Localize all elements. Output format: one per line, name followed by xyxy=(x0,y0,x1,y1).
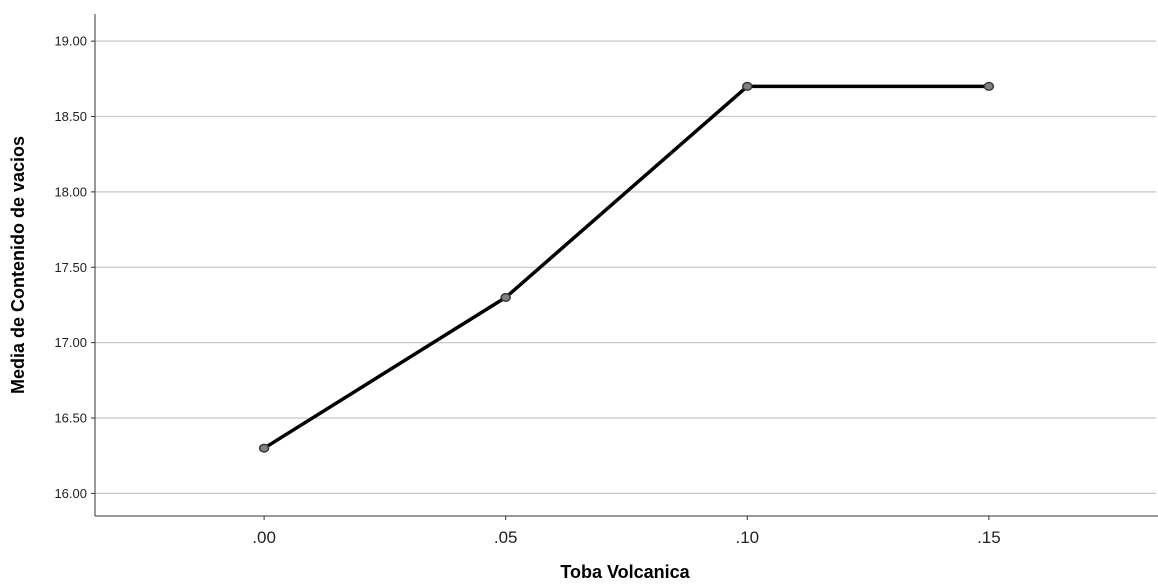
x-axis-title: Toba Volcanica xyxy=(560,562,690,582)
grid-layer xyxy=(95,40,1156,494)
data-point xyxy=(983,81,995,91)
y-tick-label: 17.50 xyxy=(54,260,87,275)
x-tick-label: .15 xyxy=(977,528,1001,547)
point-layer xyxy=(258,81,995,453)
y-tick-label: 18.00 xyxy=(54,184,87,199)
y-tick-label: 17.00 xyxy=(54,335,87,350)
y-tick-label: 16.50 xyxy=(54,411,87,426)
y-tick-label: 16.00 xyxy=(54,486,87,501)
y-tick-label: 19.00 xyxy=(54,34,87,49)
data-point xyxy=(258,443,270,453)
series-layer xyxy=(263,84,989,450)
x-tick-label: .05 xyxy=(494,528,518,547)
y-tick-label: 18.50 xyxy=(54,109,87,124)
x-tick-label: .10 xyxy=(735,528,759,547)
data-point xyxy=(742,81,753,91)
data-point xyxy=(500,292,511,302)
x-tick-label: .00 xyxy=(252,528,276,547)
y-tick-labels: 16.00 16.50 17.00 17.50 18.00 18.50 19.00 xyxy=(54,34,87,501)
series-line xyxy=(263,84,989,450)
x-tick-labels: .00 .05 .10 .15 xyxy=(252,528,1000,547)
axes-layer xyxy=(91,14,1158,520)
y-axis-title: Media de Contenido de vacios xyxy=(8,136,28,394)
